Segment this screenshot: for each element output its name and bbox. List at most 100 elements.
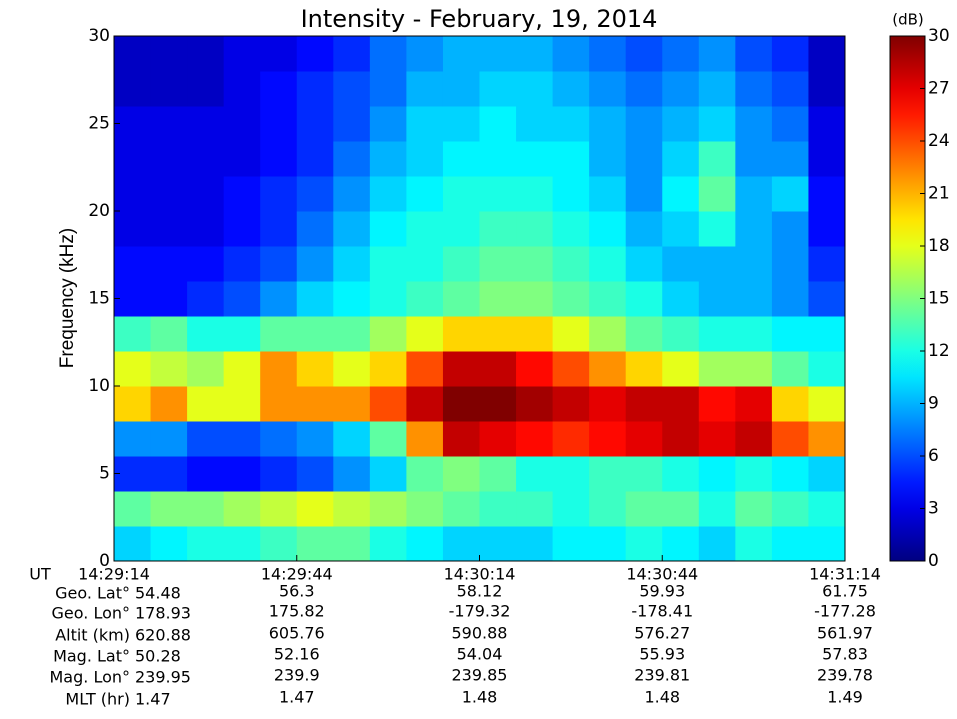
heatmap-cell (589, 456, 627, 492)
heatmap-cell (442, 71, 480, 107)
colorbar-label: (dB) (892, 11, 924, 29)
heatmap-cell (589, 71, 627, 107)
heatmap-cell (333, 491, 371, 527)
heatmap-cell (771, 141, 809, 177)
heatmap-cell (516, 456, 554, 492)
x-tick-label: 14:30:14 (444, 565, 516, 584)
heatmap-cell (735, 36, 773, 72)
ephemeris-value: 59.93 (639, 582, 685, 601)
ephemeris-value: 52.16 (274, 645, 320, 664)
heatmap-cell (662, 106, 700, 142)
heatmap-cell (662, 316, 700, 352)
ephemeris-value: 57.83 (822, 645, 868, 664)
heatmap-cell (114, 316, 152, 352)
heatmap-cell (296, 491, 334, 527)
heatmap-cell (333, 316, 371, 352)
heatmap-cell (808, 456, 846, 492)
heatmap-cell (771, 526, 809, 562)
heatmap-cell (406, 141, 444, 177)
ephemeris-value: 605.76 (269, 624, 325, 643)
heatmap-cell (479, 456, 517, 492)
colorbar-tick-label: 24 (928, 131, 950, 151)
ephemeris-value: 58.12 (457, 582, 503, 601)
heatmap-cell (625, 281, 663, 317)
y-tick-label: 5 (99, 464, 110, 484)
heatmap-cell (187, 351, 225, 387)
heatmap-cell (625, 211, 663, 247)
ephemeris-value: 576.27 (634, 624, 690, 643)
heatmap-cell (808, 386, 846, 422)
heatmap-cell (479, 526, 517, 562)
heatmap-cell (625, 106, 663, 142)
heatmap-cell (150, 421, 188, 457)
heatmap-cell (662, 211, 700, 247)
colorbar-tick-label: 27 (928, 79, 950, 99)
heatmap-cell (479, 351, 517, 387)
ephemeris-value: 54.04 (457, 645, 503, 664)
x-tick-label: 14:31:14 (809, 565, 881, 584)
y-axis-label: Frequency (kHz) (57, 228, 78, 368)
heatmap-cell (698, 456, 736, 492)
heatmap-cell (260, 526, 298, 562)
heatmap-cell (406, 211, 444, 247)
ephemeris-value: 1.48 (644, 688, 680, 707)
heatmap-cell (662, 71, 700, 107)
heatmap-cell (260, 176, 298, 212)
heatmap-cell (187, 211, 225, 247)
colorbar-tick-label: 9 (928, 394, 939, 414)
heatmap-cell (625, 351, 663, 387)
heatmap-cell (771, 211, 809, 247)
heatmap-cell (406, 281, 444, 317)
heatmap-cell (333, 281, 371, 317)
heatmap-cell (516, 176, 554, 212)
heatmap-cell (589, 351, 627, 387)
heatmap-cell (552, 246, 590, 282)
heatmap-cell (260, 36, 298, 72)
heatmap-cell (516, 386, 554, 422)
heatmap-cell (552, 106, 590, 142)
heatmap-cell (808, 351, 846, 387)
heatmap-cell (552, 71, 590, 107)
heatmap-cell (187, 386, 225, 422)
heatmap-cell (625, 141, 663, 177)
heatmap-cell (808, 421, 846, 457)
heatmap-cell (625, 386, 663, 422)
heatmap-cell (698, 141, 736, 177)
ephemeris-value: 50.28 (135, 647, 181, 666)
heatmap-cell (296, 176, 334, 212)
heatmap-cell (260, 106, 298, 142)
heatmap-cell (150, 211, 188, 247)
heatmap-cell (223, 141, 261, 177)
heatmap-cell (187, 421, 225, 457)
ephemeris-label: Mag. Lon° (50, 668, 131, 687)
heatmap-cell (223, 386, 261, 422)
heatmap-cell (589, 316, 627, 352)
heatmap-cell (333, 386, 371, 422)
heatmap-cell (662, 141, 700, 177)
heatmap-cell (552, 36, 590, 72)
x-tick-label: 14:29:44 (261, 565, 333, 584)
heatmap-cell (552, 281, 590, 317)
heatmap-cell (698, 421, 736, 457)
heatmap-cell (223, 211, 261, 247)
heatmap-cell (223, 246, 261, 282)
heatmap-cell (552, 456, 590, 492)
heatmap-cell (516, 106, 554, 142)
ephemeris-value: 620.88 (135, 626, 191, 645)
heatmap-cell (735, 106, 773, 142)
heatmap-cell (223, 526, 261, 562)
heatmap-cell (114, 211, 152, 247)
colorbar-tick-label: 12 (928, 341, 950, 361)
heatmap-cell (260, 456, 298, 492)
heatmap-cell (114, 351, 152, 387)
heatmap-cell (662, 351, 700, 387)
heatmap-cell (442, 141, 480, 177)
heatmap-cell (114, 421, 152, 457)
x-tick-label: 14:30:44 (626, 565, 698, 584)
heatmap-cell (296, 386, 334, 422)
heatmap-cell (369, 421, 407, 457)
heatmap-cell (223, 36, 261, 72)
ephemeris-value: 239.81 (634, 666, 690, 685)
heatmap-cell (187, 246, 225, 282)
ephemeris-value: -177.28 (814, 602, 876, 621)
